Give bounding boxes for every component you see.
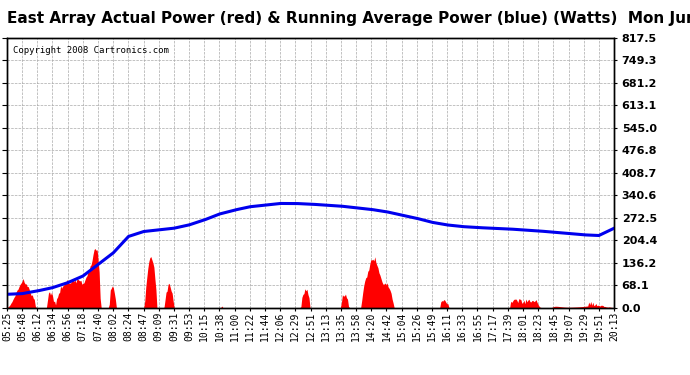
Text: Copyright 2008 Cartronics.com: Copyright 2008 Cartronics.com — [13, 46, 169, 55]
Text: East Array Actual Power (red) & Running Average Power (blue) (Watts)  Mon Jun 9 : East Array Actual Power (red) & Running … — [7, 11, 690, 26]
